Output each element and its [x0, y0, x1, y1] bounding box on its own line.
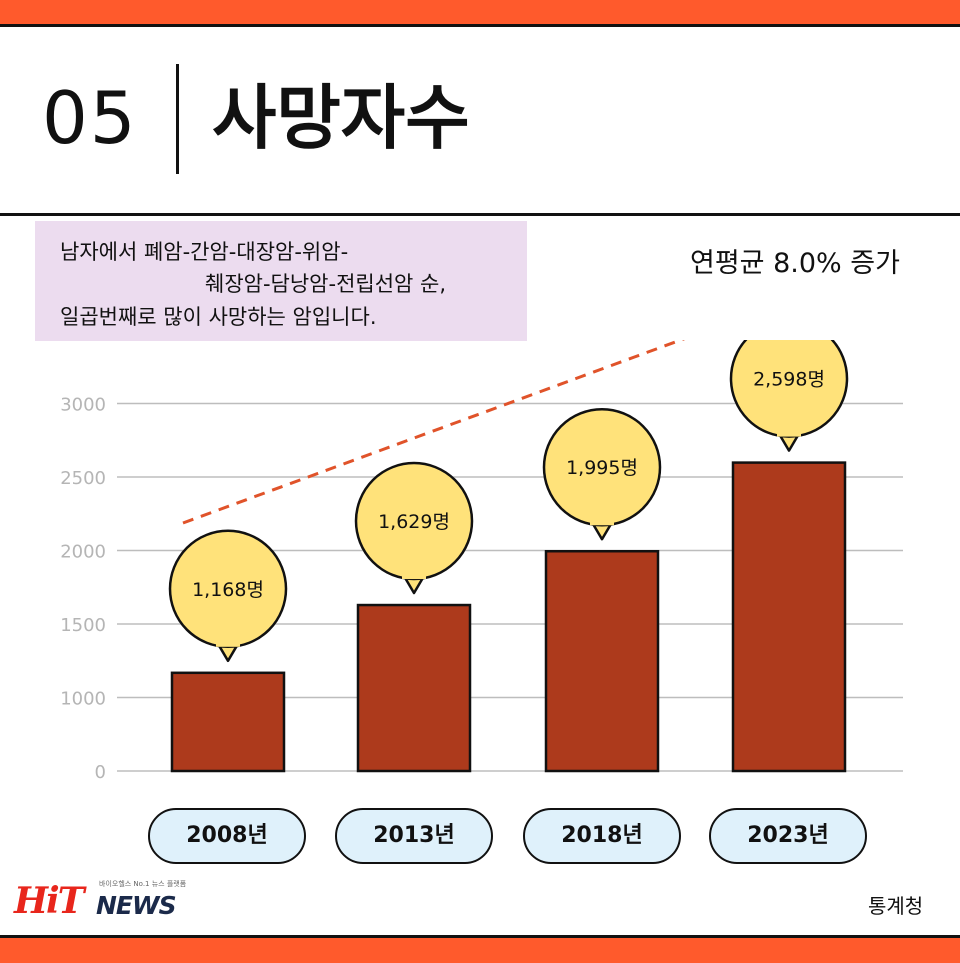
- value-bubble: 1,995명: [542, 407, 662, 541]
- year-label: 2013년: [335, 808, 493, 864]
- bubble-joint: [402, 571, 426, 580]
- y-tick-label: 2000: [60, 542, 106, 563]
- header-rule: [0, 213, 960, 216]
- trend-line: [182, 340, 686, 525]
- trend-arrow: [182, 340, 686, 525]
- header-divider: [176, 64, 179, 174]
- year-label: 2018년: [523, 808, 681, 864]
- value-bubble: 1,629명: [354, 461, 474, 595]
- value-bubble: 2,598명: [729, 340, 849, 452]
- logo-tagline: 바이오헬스 No.1 뉴스 플랫폼: [99, 880, 187, 888]
- bubble-joint: [216, 638, 240, 647]
- data-label: 2,598명: [753, 369, 825, 391]
- bars: [170, 461, 847, 773]
- value-bubbles: 1,168명 1,629명 1,995명 2,598명: [168, 340, 849, 663]
- note-line-3: 일곱번째로 많이 사망하는 암입니다.: [60, 305, 377, 329]
- y-tick-label: 0: [95, 762, 106, 783]
- y-tick-label: 3000: [60, 395, 106, 416]
- value-bubble: 1,168명: [168, 529, 288, 663]
- year-label: 2023년: [709, 808, 867, 864]
- hitnews-logo: HiT 바이오헬스 No.1 뉴스 플랫폼 NEWS: [14, 875, 194, 925]
- bubble-joint: [590, 517, 614, 526]
- y-tick-label: 1500: [60, 615, 106, 636]
- data-label: 1,168명: [192, 579, 264, 601]
- logo-news-text: NEWS: [96, 891, 177, 920]
- bar-chart: 0 1000 1500 2000 2500 3000 1,168명 1,629명 1,995명…: [60, 340, 903, 783]
- note-box: 남자에서 폐암-간암-대장암-위암- 췌장암-담낭암-전립선암 순, 일곱번째로…: [35, 221, 527, 341]
- year-label: 2008년: [148, 808, 306, 864]
- top-accent-band: [0, 0, 960, 27]
- note-line-1: 남자에서 폐암-간암-대장암-위암-: [60, 240, 349, 264]
- bar: [356, 603, 472, 773]
- note-line-2: 췌장암-담낭암-전립선암 순,: [205, 272, 447, 296]
- data-label: 1,995명: [566, 457, 638, 479]
- y-tick-label: 1000: [60, 689, 106, 710]
- bubble-joint: [777, 428, 801, 437]
- bar: [544, 549, 660, 773]
- y-tick-label: 2500: [60, 468, 106, 489]
- source-label: 통계청: [868, 894, 924, 918]
- section-number: 05: [42, 76, 138, 160]
- bottom-accent-band: [0, 935, 960, 963]
- bar: [731, 461, 847, 773]
- bar: [170, 671, 286, 773]
- logo-hit-text: HiT: [14, 880, 84, 922]
- data-label: 1,629명: [378, 511, 450, 533]
- growth-label: 연평균 8.0% 증가: [690, 248, 900, 279]
- page-title: 사망자수: [212, 77, 470, 159]
